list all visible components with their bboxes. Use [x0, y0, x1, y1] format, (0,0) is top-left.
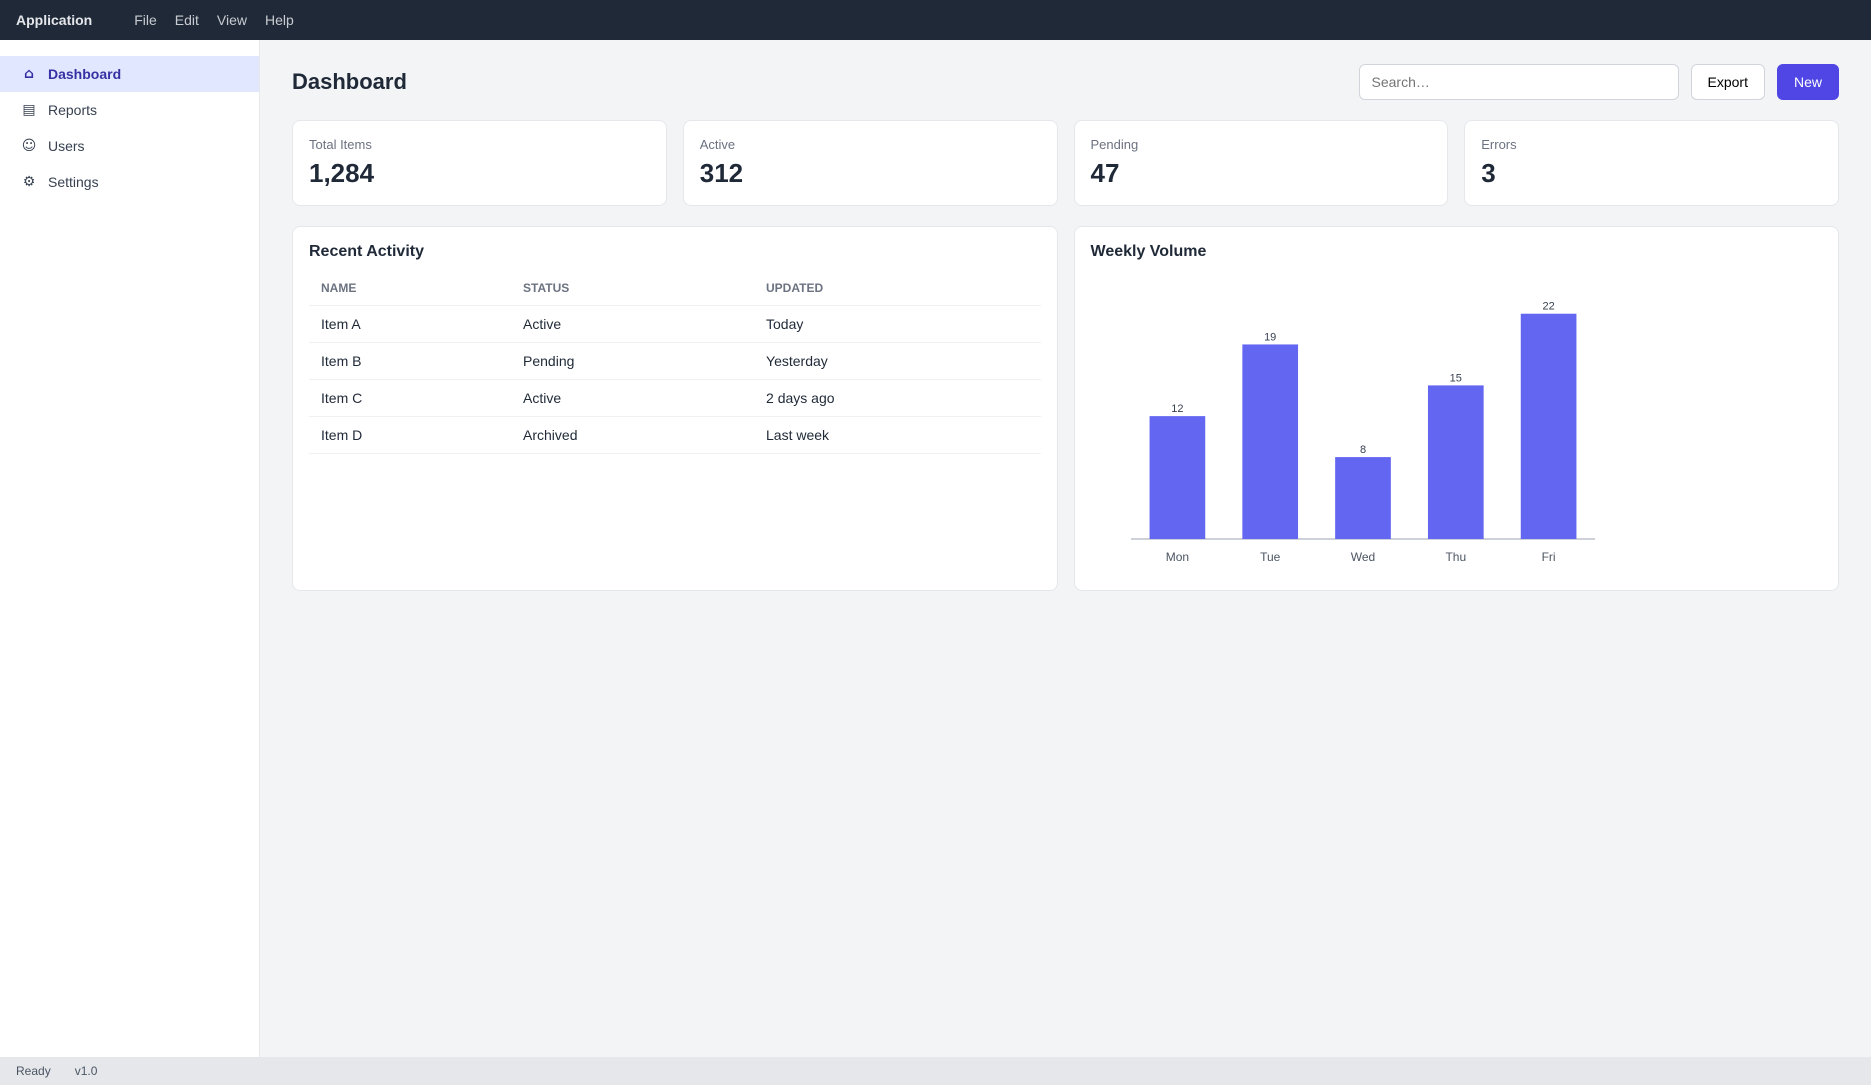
- table-header-row: Name Status Updated: [309, 271, 1041, 306]
- version-text: v1.0: [74, 1064, 98, 1078]
- summary-card: Total Items 1,284: [292, 120, 667, 206]
- activity-table: Name Status Updated Item A Active Today: [309, 271, 1041, 454]
- card-value: 312: [699, 158, 744, 188]
- summary-card: Errors 3: [1464, 120, 1839, 206]
- app-title: Application: [16, 12, 93, 28]
- data-label: 8: [1359, 444, 1365, 456]
- app-body: ⌂ Dashboard ▤ Reports ☺ Users ⚙ Settings…: [0, 40, 1871, 1057]
- table-row[interactable]: Item A Active Today: [309, 305, 1041, 343]
- table-cell: Active: [511, 305, 755, 343]
- x-tick-label: Fri: [1541, 550, 1555, 564]
- chart-bar: [1149, 416, 1205, 539]
- menu-file[interactable]: File: [134, 12, 157, 28]
- menu-bar: Application File Edit View Help: [0, 0, 1871, 40]
- table-cell: Item C: [309, 379, 512, 417]
- page-title: Dashboard: [292, 69, 407, 94]
- home-icon: ⌂: [23, 66, 35, 82]
- new-button[interactable]: New: [1776, 64, 1839, 100]
- x-tick-label: Thu: [1445, 550, 1466, 564]
- export-button[interactable]: Export: [1690, 64, 1765, 100]
- data-label: 12: [1171, 403, 1183, 415]
- table-row[interactable]: Item D Archived Last week: [309, 416, 1041, 454]
- sidebar-item-settings[interactable]: ⚙ Settings: [0, 164, 259, 200]
- table-cell: Pending: [511, 342, 755, 380]
- sidebar-item-label: Dashboard: [48, 66, 122, 82]
- chart-bar: [1427, 385, 1484, 539]
- menu-edit[interactable]: Edit: [174, 12, 199, 28]
- status-text: Ready: [16, 1064, 51, 1078]
- column-header[interactable]: Updated: [754, 271, 1041, 306]
- summary-cards: Total Items 1,284 Active 312 Pending 47 …: [292, 120, 1839, 206]
- chart-bar: [1334, 457, 1391, 539]
- chart-title: Weekly Volume: [1090, 243, 1207, 260]
- sidebar-item-dashboard[interactable]: ⌂ Dashboard: [0, 56, 259, 92]
- card-label: Errors: [1481, 137, 1517, 152]
- table-row[interactable]: Item B Pending Yesterday: [309, 342, 1041, 380]
- chart-bar: [1520, 313, 1576, 539]
- card-value: 1,284: [309, 158, 375, 188]
- summary-card: Active 312: [682, 120, 1058, 206]
- card-label: Pending: [1090, 137, 1139, 152]
- card-label: Active: [699, 137, 736, 152]
- menu-help[interactable]: Help: [265, 12, 294, 28]
- x-tick-label: Mon: [1165, 550, 1188, 564]
- sidebar-item-label: Users: [48, 138, 85, 154]
- sidebar: ⌂ Dashboard ▤ Reports ☺ Users ⚙ Settings: [0, 40, 260, 1057]
- gear-icon: ⚙: [22, 174, 36, 190]
- status-bar: Ready v1.0: [0, 1057, 1871, 1085]
- column-header[interactable]: Status: [511, 271, 755, 306]
- data-label: 15: [1449, 372, 1461, 384]
- toolbar: Dashboard Export New: [292, 64, 1839, 100]
- bar-chart: Mon 12 Tue 19 Wed 8 Thu 15 Fri 22: [1130, 301, 1595, 564]
- panel-title: Recent Activity: [309, 243, 424, 260]
- table-cell: Item B: [309, 342, 512, 380]
- table-cell: Active: [511, 379, 755, 417]
- summary-card: Pending 47: [1073, 120, 1449, 206]
- chart-icon: ▤: [22, 102, 36, 118]
- sidebar-item-label: Reports: [48, 102, 98, 118]
- card-value: 3: [1481, 158, 1496, 188]
- table-cell: Yesterday: [754, 342, 1041, 380]
- x-tick-label: Tue: [1260, 550, 1281, 564]
- data-label: 22: [1542, 301, 1554, 313]
- sidebar-item-users[interactable]: ☺ Users: [0, 128, 259, 164]
- column-header[interactable]: Name: [309, 271, 512, 306]
- users-icon: ☺: [21, 138, 37, 154]
- chart-bar: [1241, 344, 1298, 539]
- chart-panel: Weekly Volume Mon 12 Tue 19 Wed 8 Thu 15 Fri 22: [1073, 226, 1839, 591]
- x-tick-label: Wed: [1350, 550, 1374, 564]
- card-value: 47: [1090, 158, 1120, 188]
- table-row[interactable]: Item C Active 2 days ago: [309, 379, 1041, 417]
- table-cell: Archived: [511, 416, 755, 454]
- table-cell: 2 days ago: [754, 379, 1041, 417]
- card-label: Total Items: [309, 137, 372, 152]
- table-cell: Last week: [754, 416, 1041, 454]
- table-cell: Item D: [309, 416, 512, 454]
- data-label: 19: [1264, 331, 1276, 343]
- table-cell: Item A: [309, 305, 512, 343]
- table-cell: Today: [754, 305, 1041, 343]
- sidebar-item-label: Settings: [48, 174, 99, 190]
- content-row: Recent Activity Name Status Updated Item: [292, 226, 1839, 591]
- search-input[interactable]: [1358, 64, 1679, 100]
- activity-panel: Recent Activity Name Status Updated Item: [292, 226, 1058, 591]
- main-content: Dashboard Export New Total Items 1,284 A…: [260, 40, 1871, 1057]
- sidebar-item-reports[interactable]: ▤ Reports: [0, 92, 259, 128]
- menu-view[interactable]: View: [216, 12, 248, 28]
